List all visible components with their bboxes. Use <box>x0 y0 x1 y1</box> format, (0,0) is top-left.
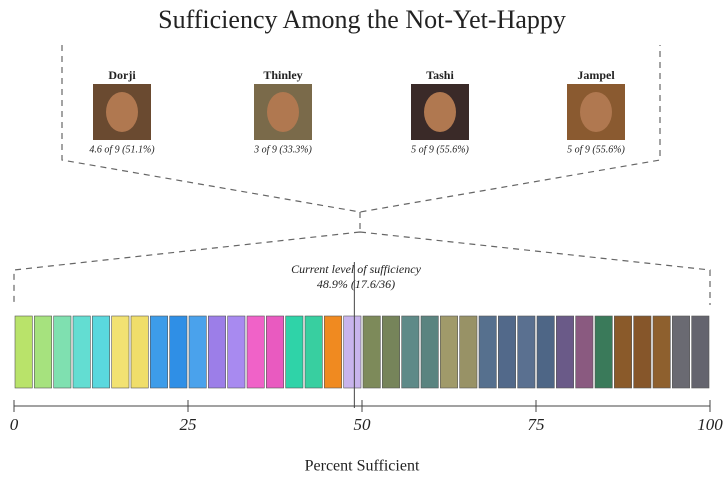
annotation: Current level of sufficiency <box>291 262 422 276</box>
segment <box>575 315 594 389</box>
segment <box>536 315 555 389</box>
segment <box>401 315 420 389</box>
segment <box>478 315 497 389</box>
person-caption: 5 of 9 (55.6%) <box>567 144 625 155</box>
segment <box>227 315 246 389</box>
segment <box>440 315 458 389</box>
segment <box>420 315 439 389</box>
segment <box>362 315 381 389</box>
segment <box>594 315 613 389</box>
funnel-top <box>61 45 661 213</box>
person-caption: 4.6 of 9 (51.1%) <box>89 144 155 155</box>
segment <box>130 315 149 389</box>
photo-face <box>267 92 299 132</box>
segment <box>266 315 284 389</box>
photo-face <box>424 92 456 132</box>
person-name: Tashi <box>426 68 454 82</box>
segment <box>498 315 516 389</box>
segment <box>150 315 168 389</box>
x-tick-label: 0 <box>10 415 19 434</box>
photo-face <box>106 92 138 132</box>
segment <box>556 315 574 389</box>
photo-face <box>580 92 612 132</box>
x-tick-label: 50 <box>354 415 372 434</box>
segment <box>691 315 710 389</box>
segment <box>517 315 536 389</box>
chart-title: Sufficiency Among the Not-Yet-Happy <box>158 5 566 34</box>
x-tick-label: 25 <box>180 415 197 434</box>
x-tick-label: 75 <box>528 415 545 434</box>
segment <box>652 315 671 389</box>
segment <box>92 315 110 389</box>
segment <box>672 315 690 389</box>
segment <box>188 315 207 389</box>
current-level-label: 48.9% (17.6/36) <box>317 277 395 291</box>
x-axis-label: Percent Sufficient <box>305 458 420 475</box>
funnel-bottom <box>13 212 711 305</box>
segment <box>208 315 226 389</box>
segment <box>169 315 188 389</box>
segment <box>459 315 478 389</box>
segment <box>14 315 33 389</box>
segment <box>614 315 632 389</box>
segment <box>53 315 72 389</box>
segment <box>343 315 362 389</box>
segment <box>285 315 304 389</box>
person-name: Jampel <box>577 68 615 82</box>
person-name: Dorji <box>108 68 136 82</box>
segment <box>324 315 342 389</box>
person-name: Thinley <box>263 68 302 82</box>
segment <box>72 315 91 389</box>
segment <box>382 315 400 389</box>
person-caption: 5 of 9 (55.6%) <box>411 144 469 155</box>
segment <box>111 315 130 389</box>
segment <box>34 315 52 389</box>
segment <box>304 315 323 389</box>
person-caption: 3 of 9 (33.3%) <box>253 144 312 155</box>
segment <box>633 315 652 389</box>
segment <box>246 315 265 389</box>
x-tick-label: 100 <box>697 415 723 434</box>
